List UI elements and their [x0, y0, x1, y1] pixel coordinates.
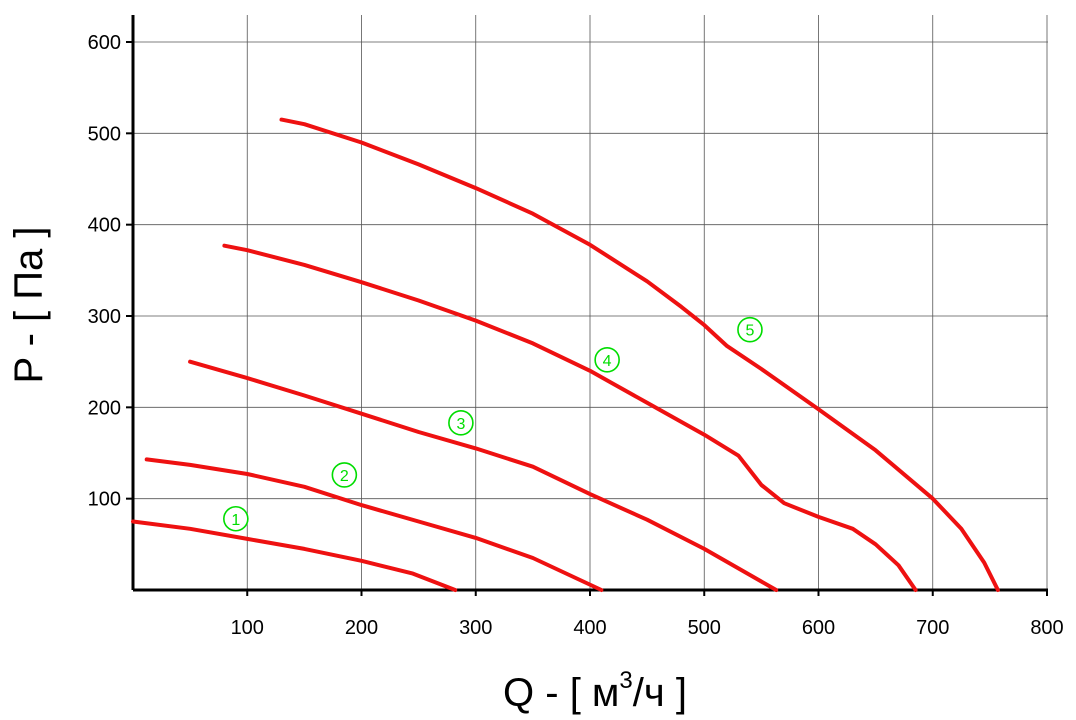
y-tick-label: 400 — [88, 215, 121, 237]
x-tick-label: 700 — [916, 617, 949, 639]
curve-marker-circle-4 — [594, 347, 620, 373]
y-axis-title: P - [ Па ] — [7, 227, 51, 384]
y-tick-label: 600 — [88, 32, 121, 54]
tick-labels: 100 200 300 400 500 600 700 800 100 200 300 400 500 6… — [88, 32, 1064, 639]
x-axis-title: Q - [ м3/ч ] — [503, 667, 687, 715]
grid — [133, 15, 1048, 590]
x-tick-label: 100 — [231, 617, 264, 639]
x-tick-label: 300 — [459, 617, 492, 639]
curve-marker-label-4: 4 — [603, 353, 612, 370]
series-line-4 — [222, 243, 918, 592]
x-tick-label: 600 — [802, 617, 835, 639]
x-tick-label: 200 — [345, 617, 378, 639]
x-tick-label: 800 — [1030, 617, 1063, 639]
axes — [131, 15, 1048, 592]
curve-marker-label-5: 5 — [745, 323, 754, 340]
curve-marker-circle-2 — [331, 462, 358, 488]
y-tick-label: 300 — [88, 306, 121, 328]
curve-marker-label-2: 2 — [340, 468, 349, 485]
series-line-2 — [144, 457, 604, 592]
x-axis-title-sup: 3 — [619, 667, 632, 694]
curve-marker-circle-5 — [737, 316, 763, 343]
y-tick-label: 500 — [88, 123, 121, 145]
curve-markers: 1 2 3 4 5 — [223, 316, 763, 532]
series-line-1 — [131, 519, 458, 592]
x-tick-label: 500 — [688, 617, 721, 639]
curve-marker-label-1: 1 — [231, 512, 240, 529]
x-axis-title-end: /ч ] — [633, 671, 687, 715]
y-tick-label: 200 — [88, 397, 121, 419]
series — [131, 117, 1000, 592]
curve-marker-label-3: 3 — [456, 416, 465, 433]
x-axis-title-main: Q - [ м — [503, 671, 619, 715]
curve-marker-circle-1 — [223, 505, 249, 532]
y-tick-label: 100 — [88, 489, 121, 511]
series-line-5 — [279, 117, 1000, 592]
x-tick-label: 400 — [573, 617, 606, 639]
curve-marker-circle-3 — [448, 410, 474, 436]
series-line-3 — [188, 359, 779, 592]
